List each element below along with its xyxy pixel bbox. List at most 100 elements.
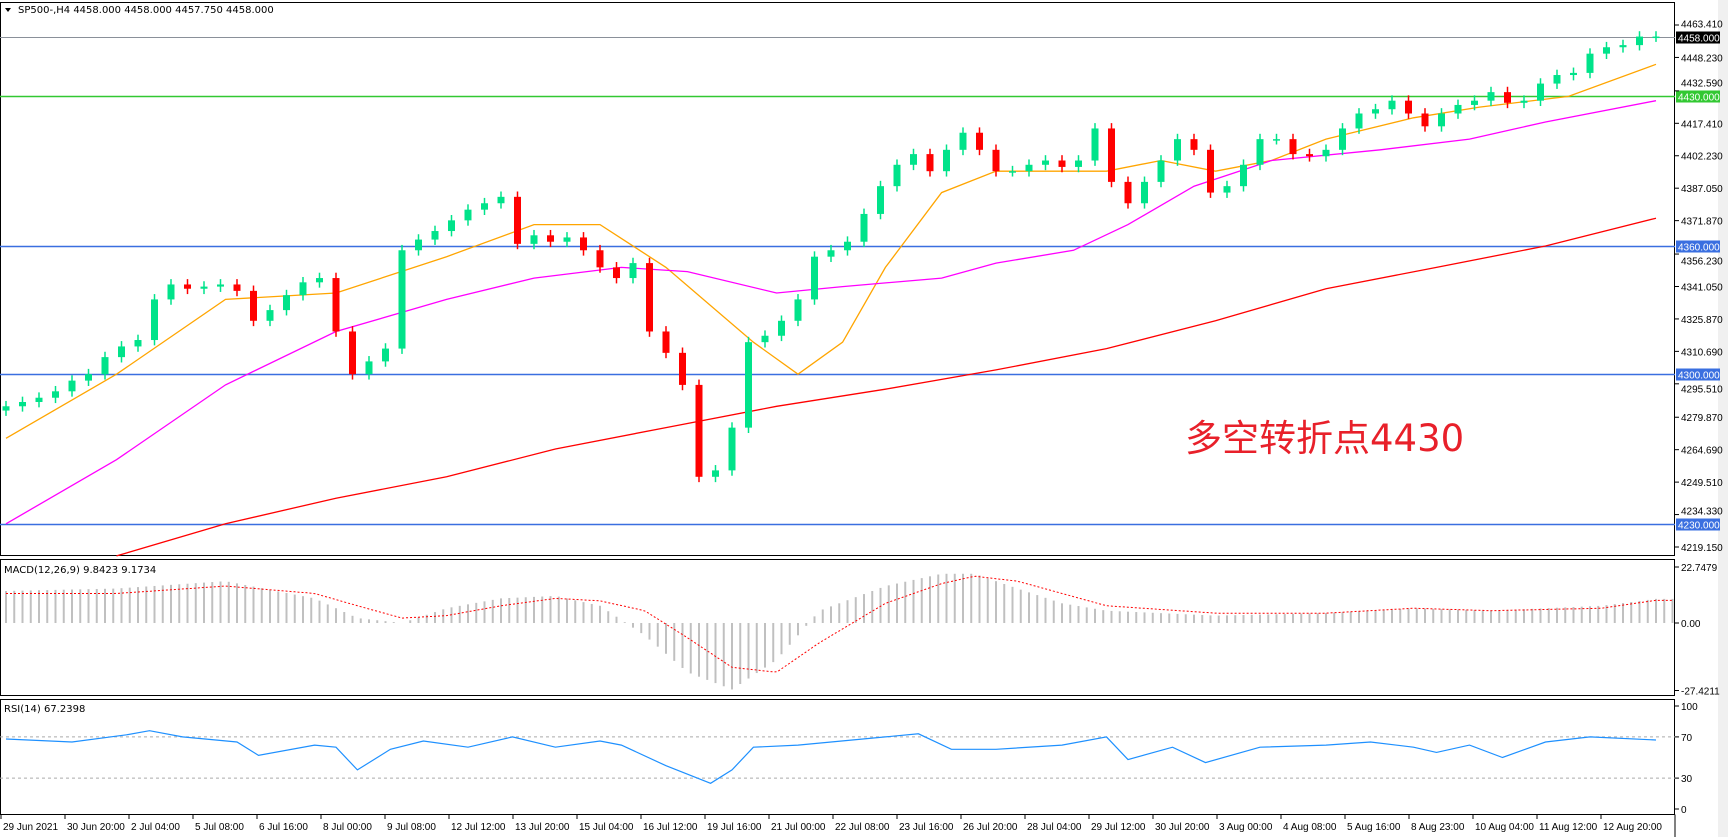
bull-candle [1174, 139, 1181, 161]
bull-candle [1652, 36, 1660, 39]
rsi-tick-label: 100 [1681, 702, 1698, 713]
bear-candle [547, 235, 554, 242]
bear-candle [514, 196, 521, 244]
macd-tick-label: 22.7479 [1681, 563, 1718, 574]
level-label: 4458.000 [1678, 34, 1720, 45]
bull-candle [844, 241, 851, 251]
time-tick-label: 30 Jun 20:00 [67, 822, 125, 833]
bull-candle [299, 282, 307, 296]
time-tick-label: 11 Aug 12:00 [1539, 822, 1598, 833]
bull-candle [1471, 100, 1478, 105]
bull-candle [481, 203, 488, 210]
macd-title: MACD(12,26,9) 9.8423 9.1734 [4, 565, 156, 576]
bull-candle [1586, 53, 1594, 73]
time-tick-label: 12 Aug 20:00 [1603, 822, 1662, 833]
bull-candle [118, 346, 125, 358]
bear-candle [1108, 128, 1115, 182]
bull-candle [19, 402, 26, 407]
main-pane-border [0, 2, 1675, 556]
time-tick-label: 13 Jul 20:00 [515, 822, 570, 833]
bear-candle [1504, 92, 1511, 103]
bull-candle [910, 154, 917, 165]
bull-candle [1537, 83, 1544, 101]
macd-tick-label: -27.4211 [1681, 687, 1720, 698]
price-tick-label: 4295.510 [1681, 385, 1723, 396]
rsi-line [5, 730, 1657, 784]
rsi-indicator: 100 70 30 0 [0, 702, 1698, 816]
bull-candle [217, 284, 224, 287]
bear-candle [349, 331, 356, 375]
bull-candle [134, 340, 142, 347]
time-tick-label: 19 Jul 16:00 [707, 822, 762, 833]
bull-candle [1570, 72, 1577, 76]
bear-candle [332, 278, 340, 332]
bull-candle [728, 427, 736, 471]
bull-candle [1487, 92, 1495, 101]
bull-candle [1603, 47, 1610, 54]
bear-candle [1058, 160, 1066, 167]
bear-candle [992, 149, 1000, 172]
bull-candle [1636, 36, 1643, 46]
time-tick-label: 22 Jul 08:00 [835, 822, 890, 833]
bull-candle [415, 239, 422, 251]
bull-candle [1157, 160, 1165, 182]
bull-candle [382, 348, 389, 362]
price-tick-label: 4356.230 [1681, 257, 1723, 268]
bull-candle [827, 250, 835, 257]
price-tick-label: 4279.870 [1681, 413, 1723, 424]
bull-candle [1091, 128, 1099, 161]
bull-candle [1339, 128, 1346, 150]
time-tick-label: 26 Jul 20:00 [963, 822, 1018, 833]
candlesticks [2, 31, 1660, 483]
bull-candle [1454, 104, 1462, 114]
bear-candle [646, 263, 653, 332]
price-tick-label: 4249.510 [1681, 478, 1723, 489]
rsi-tick-label: 0 [1681, 805, 1687, 816]
time-tick-label: 21 Jul 00:00 [771, 822, 826, 833]
price-tick-label: 4234.330 [1681, 507, 1723, 518]
bear-candle [613, 267, 620, 279]
rsi-tick-label: 30 [1681, 774, 1693, 785]
bull-candle [365, 361, 373, 375]
bull-candle [101, 357, 109, 375]
bull-candle [398, 250, 406, 349]
level-label-box [1676, 31, 1720, 44]
symbol-header: SP500-,H4 4458.000 4458.000 4457.750 445… [18, 5, 274, 16]
bear-candle [596, 250, 604, 268]
time-tick-label: 15 Jul 04:00 [579, 822, 634, 833]
price-tick-label: 4417.410 [1681, 119, 1723, 130]
ma-mid-line [5, 100, 1657, 525]
ma-slow-line [116, 217, 1657, 557]
bear-candle [976, 132, 983, 150]
bear-candle [1190, 139, 1198, 150]
level-label-box [1676, 518, 1720, 531]
level-label-box [1676, 90, 1720, 103]
scrollbar-strip [1718, 0, 1728, 837]
bull-candle [497, 196, 505, 204]
time-tick-label: 9 Jul 08:00 [387, 822, 436, 833]
horizontal-levels[interactable]: 4458.000 4430.000 4360.000 4300.000 4230.000 [0, 31, 1720, 532]
bull-candle [943, 149, 950, 172]
bull-candle [52, 391, 59, 398]
macd-tick-label: 0.00 [1681, 619, 1701, 630]
bear-candle [1421, 113, 1429, 127]
bull-candle [1256, 139, 1264, 165]
bull-candle [1223, 186, 1231, 193]
bull-candle [1553, 75, 1561, 84]
price-tick-label: 4264.690 [1681, 446, 1723, 457]
annotation-text: 多空转折点4430 [1185, 417, 1464, 460]
bear-candle [233, 284, 241, 291]
bull-candle [68, 380, 76, 392]
bull-candle [530, 235, 538, 244]
bull-candle [563, 237, 571, 242]
bull-candle [266, 310, 274, 321]
time-tick-label: 5 Aug 16:00 [1347, 822, 1401, 833]
level-label: 4300.000 [1678, 371, 1720, 382]
level-label-box [1676, 240, 1720, 253]
bear-candle [1207, 149, 1214, 193]
dropdown-triangle-icon[interactable] [5, 8, 11, 12]
time-tick-label: 29 Jul 12:00 [1091, 822, 1146, 833]
bull-candle [431, 231, 439, 240]
